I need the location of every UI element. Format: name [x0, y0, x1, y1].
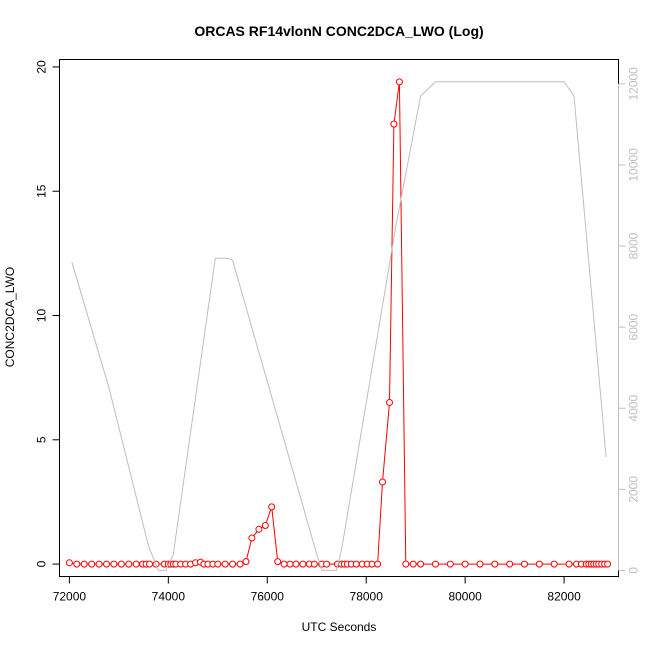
- y-axis-label: CONC2DCA_LWO: [3, 267, 17, 367]
- data-point: [310, 560, 318, 568]
- data-point: [88, 560, 96, 568]
- y-tick-label: 0: [35, 560, 49, 567]
- x-tick-label: 80000: [448, 590, 482, 604]
- data-point: [236, 560, 244, 568]
- data-point: [565, 560, 573, 568]
- data-point: [274, 558, 282, 566]
- y-tick-label: 15: [35, 184, 49, 198]
- data-point: [229, 560, 237, 568]
- data-point: [461, 560, 469, 568]
- y2-tick-label: 6000: [627, 313, 641, 340]
- data-point: [146, 560, 153, 568]
- y2-tick-label: 4000: [627, 395, 641, 422]
- data-point: [95, 560, 103, 568]
- secondary-series-line: [71, 81, 607, 571]
- y-tick-label: 5: [35, 436, 49, 443]
- data-point: [214, 560, 222, 568]
- data-point: [268, 503, 276, 511]
- x-tick-label: 78000: [350, 590, 384, 604]
- data-point: [395, 78, 403, 86]
- data-point: [248, 534, 256, 542]
- y2-tick-label: 8000: [627, 232, 641, 259]
- y-tick-label: 20: [35, 60, 49, 74]
- data-point: [323, 560, 331, 568]
- data-point: [386, 399, 393, 406]
- chart-title: ORCAS RF14vlonN CONC2DCA_LWO (Log): [194, 23, 483, 39]
- data-point: [73, 560, 81, 568]
- data-point: [446, 560, 454, 568]
- y2-tick-label: 10000: [627, 148, 641, 182]
- data-point: [521, 560, 528, 568]
- data-point: [125, 560, 133, 568]
- plot-frame: [59, 59, 619, 577]
- data-point: [432, 560, 439, 568]
- data-point: [352, 560, 360, 568]
- data-point: [261, 522, 269, 529]
- data-point: [417, 560, 425, 568]
- data-point: [506, 560, 514, 568]
- data-point: [255, 525, 263, 533]
- data-point: [132, 560, 140, 568]
- plot-area: [65, 78, 612, 571]
- primary-series-line: [69, 81, 608, 565]
- data-point: [221, 560, 229, 568]
- data-point: [299, 560, 307, 568]
- y-tick-label: 10: [35, 309, 49, 323]
- data-point: [286, 560, 294, 568]
- data-point: [242, 558, 250, 566]
- data-point: [110, 560, 118, 568]
- data-point: [535, 560, 543, 568]
- x-tick-label: 74000: [152, 590, 186, 604]
- data-point: [390, 120, 398, 128]
- x-axis: 72000 74000 76000 78000 80000 82000: [53, 576, 581, 604]
- data-point: [476, 560, 484, 568]
- data-point: [65, 559, 73, 567]
- x-tick-label: 76000: [251, 590, 285, 604]
- data-point: [550, 560, 558, 568]
- data-point: [374, 560, 382, 568]
- x-tick-label: 72000: [53, 590, 87, 604]
- x-tick-label: 82000: [547, 590, 581, 604]
- data-point: [80, 560, 88, 568]
- data-point: [292, 560, 300, 568]
- y-axis: 0 5 10 15 20: [35, 60, 60, 567]
- x-axis-label: UTC Seconds: [302, 620, 377, 634]
- data-point: [402, 560, 410, 568]
- y2-tick-label: 2000: [627, 476, 641, 503]
- data-point: [491, 560, 499, 568]
- y2-axis: 0 2000 4000 6000 8000 10000 12000: [618, 67, 641, 574]
- data-point: [379, 478, 386, 486]
- data-point: [409, 560, 417, 568]
- data-point: [604, 560, 612, 568]
- y2-tick-label: 0: [627, 567, 641, 574]
- data-point: [280, 560, 288, 568]
- data-point: [117, 560, 125, 568]
- data-point: [103, 560, 110, 568]
- y2-tick-label: 12000: [627, 67, 641, 101]
